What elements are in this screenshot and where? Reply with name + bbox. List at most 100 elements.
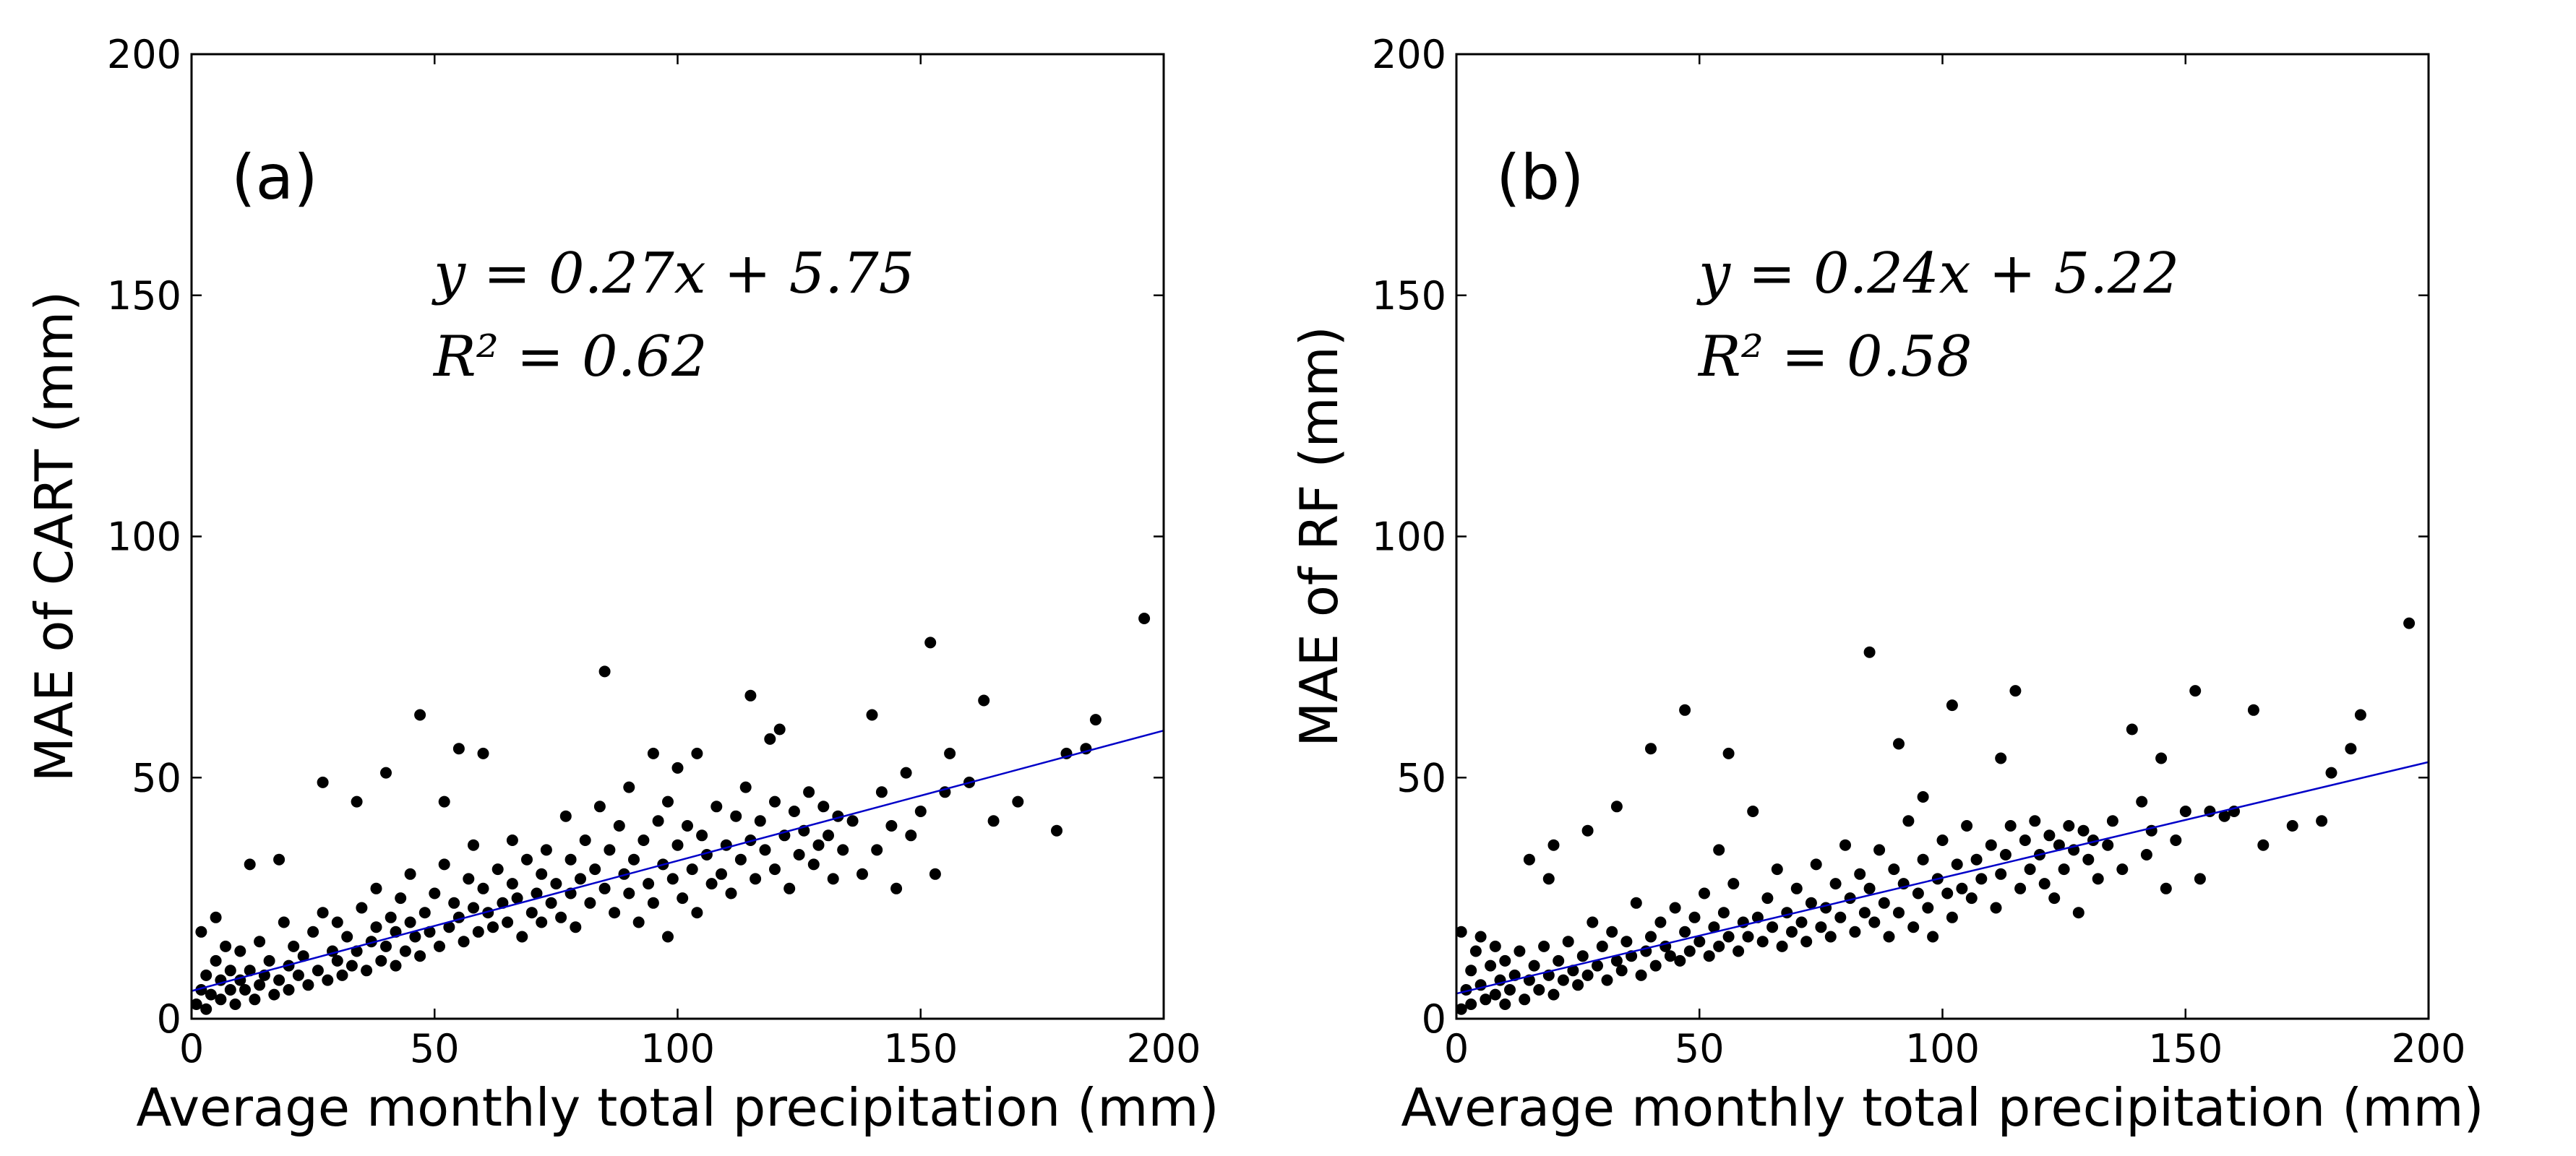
data-point-a-150 bbox=[764, 733, 776, 745]
data-point-b-28 bbox=[1553, 954, 1565, 967]
data-point-a-90 bbox=[516, 931, 528, 943]
data-point-b-106 bbox=[1893, 907, 1905, 919]
plot-frame-a bbox=[190, 53, 1165, 1020]
data-point-b-154 bbox=[2136, 795, 2148, 808]
data-point-b-101 bbox=[1873, 844, 1886, 856]
data-point-a-161 bbox=[812, 839, 825, 851]
data-point-a-133 bbox=[691, 747, 703, 759]
data-point-b-18 bbox=[1519, 993, 1531, 1006]
data-point-a-41 bbox=[331, 916, 343, 928]
data-point-a-183 bbox=[987, 815, 1000, 827]
data-point-a-84 bbox=[491, 863, 504, 876]
data-point-b-158 bbox=[2160, 882, 2172, 894]
data-point-a-83 bbox=[487, 921, 499, 933]
data-point-a-0 bbox=[190, 998, 202, 1010]
data-point-a-4 bbox=[200, 969, 212, 981]
data-point-b-159 bbox=[2170, 834, 2182, 846]
panel-label-b: (b) bbox=[1496, 142, 1584, 214]
data-point-a-145 bbox=[744, 689, 757, 702]
data-point-a-162 bbox=[817, 801, 830, 813]
panel-a: 0 50 100 150 200 0 50 100 150 200 Average monthl… bbox=[24, 32, 1219, 1138]
y-tick-label-a-1: 50 bbox=[132, 755, 181, 801]
data-point-b-168 bbox=[2286, 820, 2298, 832]
data-point-a-33 bbox=[302, 979, 314, 991]
data-point-a-138 bbox=[710, 801, 723, 813]
data-point-a-143 bbox=[734, 853, 747, 866]
data-point-b-8 bbox=[1480, 993, 1492, 1006]
data-point-a-126 bbox=[662, 795, 674, 808]
data-point-b-167 bbox=[2257, 839, 2270, 851]
panel-label-a: (a) bbox=[231, 142, 318, 214]
data-point-a-78 bbox=[468, 839, 479, 851]
data-point-b-64 bbox=[1708, 921, 1720, 933]
data-point-a-168 bbox=[856, 868, 868, 880]
data-point-b-0 bbox=[1455, 1003, 1467, 1015]
data-point-a-60 bbox=[404, 916, 416, 928]
data-point-a-149 bbox=[759, 844, 771, 856]
data-point-a-160 bbox=[807, 858, 820, 871]
x-tick-label-a-3: 150 bbox=[883, 1026, 958, 1071]
data-point-a-52 bbox=[375, 954, 387, 967]
data-point-b-141 bbox=[2053, 839, 2065, 851]
data-point-b-171 bbox=[2345, 743, 2357, 755]
data-point-b-108 bbox=[1902, 815, 1915, 827]
data-point-a-71 bbox=[443, 921, 455, 933]
x-axis-label-a: Average monthly total precipitation (mm) bbox=[136, 1077, 1219, 1138]
data-point-b-30 bbox=[1562, 936, 1574, 948]
data-point-a-116 bbox=[623, 781, 635, 793]
data-point-b-17 bbox=[1514, 945, 1526, 957]
data-point-a-173 bbox=[890, 882, 903, 894]
data-point-b-14 bbox=[1499, 954, 1511, 967]
data-point-b-60 bbox=[1688, 911, 1701, 923]
x-tick-label-b-4: 200 bbox=[2391, 1026, 2465, 1071]
data-point-a-155 bbox=[783, 882, 796, 894]
data-point-b-77 bbox=[1761, 892, 1774, 905]
data-point-a-188 bbox=[1089, 714, 1102, 726]
data-point-b-71 bbox=[1733, 945, 1745, 957]
data-point-b-33 bbox=[1576, 950, 1589, 962]
data-point-b-117 bbox=[1941, 887, 1954, 900]
data-point-a-92 bbox=[525, 907, 538, 919]
data-point-a-125 bbox=[662, 931, 674, 943]
data-point-b-78 bbox=[1766, 921, 1779, 933]
data-point-b-121 bbox=[1956, 882, 1968, 894]
data-point-b-85 bbox=[1800, 936, 1813, 948]
data-point-a-134 bbox=[691, 907, 703, 919]
data-point-a-59 bbox=[399, 945, 411, 957]
data-point-a-47 bbox=[356, 902, 368, 914]
data-point-a-111 bbox=[604, 844, 616, 856]
data-point-a-21 bbox=[254, 936, 266, 948]
x-tick-labels-a: 0 50 100 150 200 bbox=[179, 1026, 1201, 1071]
data-point-b-162 bbox=[2194, 873, 2206, 885]
data-point-a-132 bbox=[686, 863, 698, 876]
data-point-b-91 bbox=[1829, 878, 1842, 890]
data-point-b-44 bbox=[1620, 936, 1633, 948]
data-point-b-140 bbox=[2048, 892, 2061, 905]
data-point-a-182 bbox=[978, 694, 990, 707]
data-point-b-152 bbox=[2116, 863, 2129, 876]
data-point-a-99 bbox=[555, 911, 567, 923]
data-point-a-175 bbox=[905, 829, 917, 842]
data-point-b-136 bbox=[2029, 815, 2041, 827]
data-point-b-49 bbox=[1645, 743, 1657, 755]
x-axis-label-b: Average monthly total precipitation (mm) bbox=[1401, 1077, 2483, 1138]
data-point-a-119 bbox=[637, 834, 650, 846]
data-point-b-61 bbox=[1693, 936, 1706, 948]
data-point-a-86 bbox=[502, 916, 514, 928]
data-point-b-135 bbox=[2024, 863, 2036, 876]
scatter-points-b bbox=[1455, 617, 2416, 1015]
y-tick-label-b-3: 150 bbox=[1372, 273, 1446, 319]
data-point-a-123 bbox=[652, 815, 664, 827]
data-point-a-174 bbox=[900, 767, 912, 779]
data-point-b-29 bbox=[1557, 974, 1569, 986]
data-point-a-69 bbox=[438, 795, 450, 808]
data-point-b-59 bbox=[1683, 945, 1696, 957]
data-point-a-142 bbox=[730, 810, 742, 822]
data-point-a-94 bbox=[536, 868, 548, 880]
data-point-b-88 bbox=[1815, 921, 1827, 933]
data-point-b-54 bbox=[1664, 950, 1676, 962]
x-tick-label-b-0: 0 bbox=[1444, 1026, 1469, 1071]
data-point-b-90 bbox=[1824, 931, 1837, 943]
data-point-a-15 bbox=[234, 945, 246, 957]
data-point-a-5 bbox=[205, 988, 217, 1001]
